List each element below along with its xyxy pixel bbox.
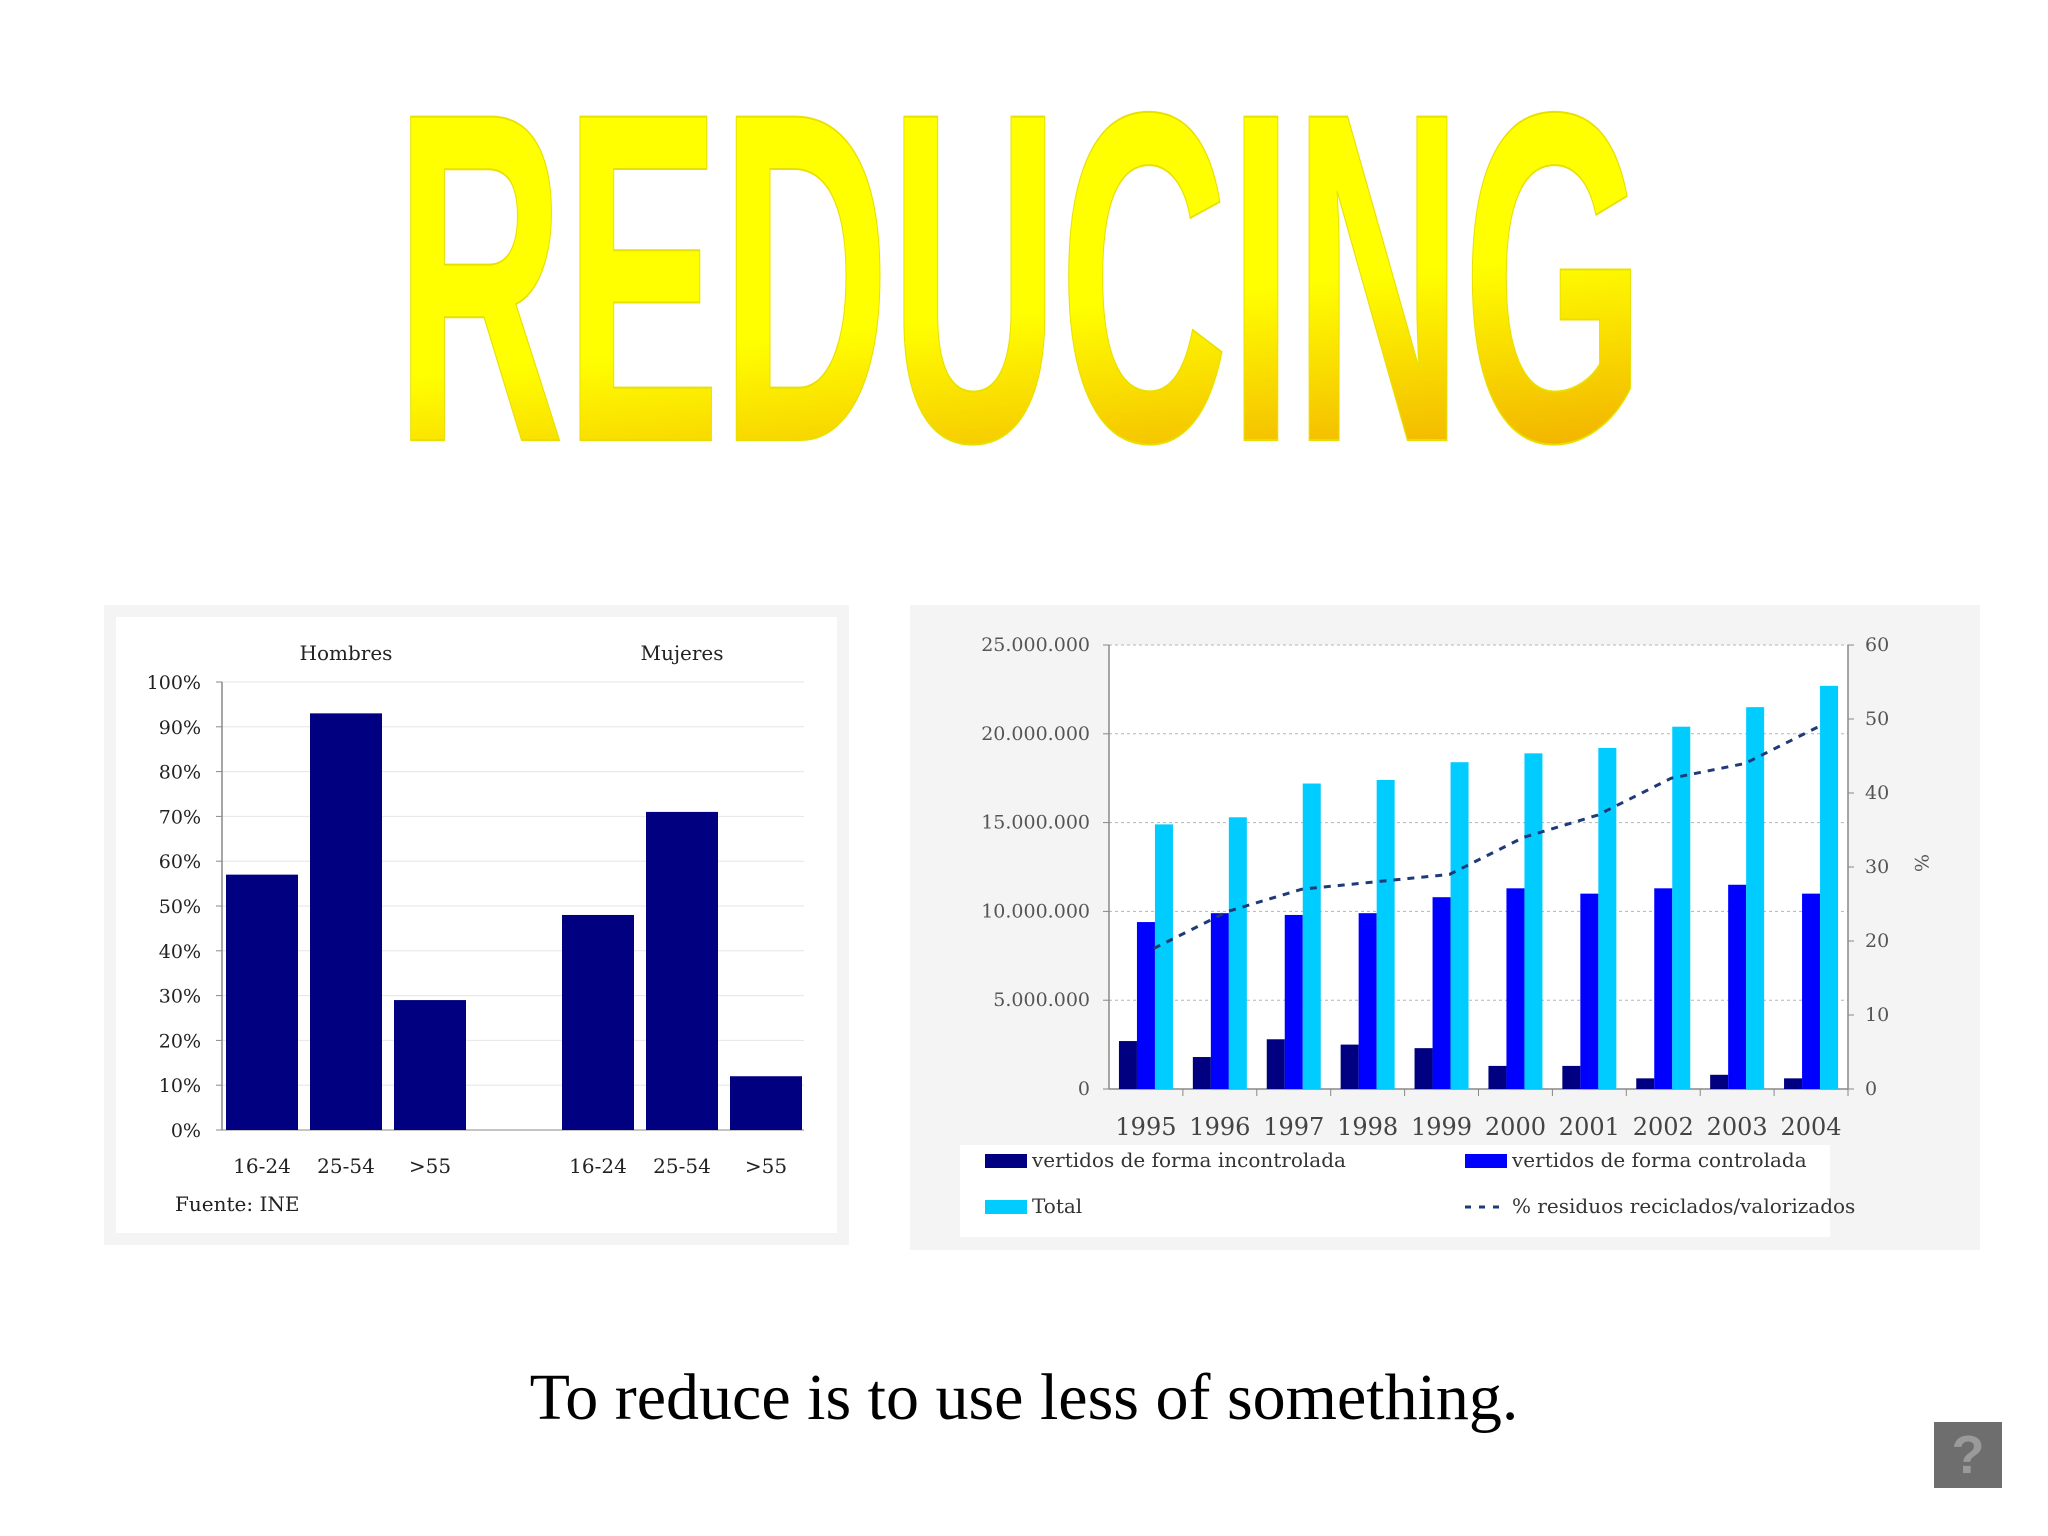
bar-controlled [1210, 913, 1229, 1089]
bar-total [1524, 753, 1543, 1089]
bar [310, 713, 382, 1130]
x-tick-label: 1996 [1189, 1113, 1250, 1141]
bar-total [1302, 783, 1321, 1089]
y-right-tick-label: 50 [1865, 708, 1889, 730]
legend-uncontrolled-swatch [985, 1154, 1027, 1168]
x-tick-label: 1998 [1337, 1113, 1398, 1141]
legend-uncontrolled-label: vertidos de forma incontrolada [1031, 1148, 1346, 1172]
y-left-tick-label: 0 [1078, 1078, 1090, 1100]
help-button[interactable]: ? [1934, 1422, 2002, 1488]
bar-controlled [1580, 893, 1599, 1089]
legend-recycling-rate-label: % residuos reciclados/valorizados [1512, 1194, 1855, 1218]
bar-total [1746, 707, 1765, 1089]
group-label: Mujeres [640, 641, 723, 665]
bar [226, 874, 298, 1130]
bar-total [1154, 824, 1173, 1089]
y-left-tick-label: 15.000.000 [981, 812, 1090, 834]
bar-controlled [1432, 897, 1451, 1089]
bar-uncontrolled [1192, 1057, 1211, 1089]
bar-total [1228, 817, 1247, 1089]
age-employment-chart: 0% 10% 20% 30% 40% 50% 60% 70% 80% 90% 100% Hombres… [116, 617, 837, 1233]
bar-total [1598, 748, 1617, 1089]
bar-uncontrolled [1562, 1065, 1581, 1089]
legend-box [960, 1145, 1830, 1237]
y-right-tick-label: 30 [1865, 856, 1889, 878]
x-tick-label: 2002 [1633, 1113, 1694, 1141]
bar-total [1450, 762, 1469, 1089]
group-label: Hombres [300, 641, 393, 665]
x-tick-label: 16-24 [233, 1154, 291, 1178]
y-tick-label: 40% [159, 941, 201, 963]
bar-total [1376, 779, 1395, 1089]
y-right-tick-label: 10 [1865, 1004, 1889, 1026]
y-tick-label: 10% [159, 1075, 201, 1097]
chart-plot-background [116, 617, 837, 1233]
source-note: Fuente: INE [175, 1192, 299, 1216]
bar [394, 1000, 466, 1130]
y-right-tick-label: 0 [1865, 1078, 1877, 1100]
y-tick-label: 50% [159, 896, 201, 918]
legend-total-swatch [985, 1200, 1027, 1214]
legend-controlled-label: vertidos de forma controlada [1511, 1148, 1807, 1172]
waste-chart: 0 5.000.000 10.000.000 15.000.000 20.000.000… [960, 634, 1932, 1237]
y-right-tick-label: 40 [1865, 782, 1889, 804]
x-tick-label: 2004 [1781, 1113, 1842, 1141]
bar-uncontrolled [1784, 1078, 1803, 1089]
bar [646, 811, 718, 1130]
y-left-tick-label: 20.000.000 [981, 723, 1090, 745]
bar-uncontrolled [1636, 1078, 1655, 1089]
y-tick-label: 0% [171, 1120, 201, 1142]
x-tick-label: >55 [409, 1154, 451, 1178]
bar [562, 914, 634, 1130]
bar-uncontrolled [1710, 1074, 1729, 1089]
slide-title: REDUCING [395, 55, 1645, 465]
y-left-tick-label: 25.000.000 [981, 634, 1090, 656]
legend-total-label: Total [1032, 1194, 1082, 1218]
x-tick-label: 25-54 [317, 1154, 375, 1178]
x-tick-label: 2003 [1707, 1113, 1768, 1141]
slide-title-art: REDUCING [394, 55, 1646, 465]
x-tick-label: 1997 [1263, 1113, 1324, 1141]
bar-controlled [1136, 922, 1155, 1089]
bar-uncontrolled [1414, 1048, 1433, 1089]
y-right-tick-label: 20 [1865, 930, 1889, 952]
x-tick-label: 16-24 [569, 1154, 627, 1178]
y-left-tick-label: 10.000.000 [981, 900, 1090, 922]
recycling-rate-line [1153, 725, 1820, 950]
x-tick-label: 1999 [1411, 1113, 1472, 1141]
y-tick-label: 80% [159, 762, 201, 784]
bar-controlled [1654, 888, 1673, 1089]
x-tick-label: 25-54 [653, 1154, 711, 1178]
bar-controlled [1728, 884, 1747, 1089]
x-tick-label: >55 [745, 1154, 787, 1178]
y-tick-label: 70% [159, 806, 201, 828]
x-tick-label: 2000 [1485, 1113, 1546, 1141]
bar-total [1672, 726, 1691, 1089]
slide-caption: To reduce is to use less of something. [529, 1361, 1519, 1434]
y-tick-label: 30% [159, 986, 201, 1008]
bar-controlled [1284, 914, 1303, 1089]
bar-controlled [1506, 888, 1525, 1089]
y-tick-label: 60% [159, 851, 201, 873]
y-tick-label: 90% [159, 717, 201, 739]
age-employment-chart-panel: 0% 10% 20% 30% 40% 50% 60% 70% 80% 90% 100% Hombres… [104, 605, 849, 1245]
waste-chart-panel: 0 5.000.000 10.000.000 15.000.000 20.000.000… [910, 605, 1980, 1250]
bar-total [1820, 685, 1839, 1089]
y-right-axis-label: % [1910, 854, 1932, 872]
y-tick-label: 20% [159, 1030, 201, 1052]
bar-uncontrolled [1340, 1044, 1359, 1089]
y-right-tick-label: 60 [1865, 634, 1889, 656]
x-tick-label: 1995 [1115, 1113, 1176, 1141]
bar-controlled [1802, 893, 1821, 1089]
bar [730, 1076, 802, 1130]
legend-controlled-swatch [1465, 1154, 1507, 1168]
bar-uncontrolled [1266, 1039, 1285, 1089]
bar-controlled [1358, 913, 1377, 1089]
bar-uncontrolled [1118, 1041, 1137, 1089]
bar-uncontrolled [1488, 1065, 1507, 1089]
y-tick-label: 100% [147, 672, 201, 694]
y-left-tick-label: 5.000.000 [993, 989, 1090, 1011]
x-tick-label: 2001 [1559, 1113, 1620, 1141]
